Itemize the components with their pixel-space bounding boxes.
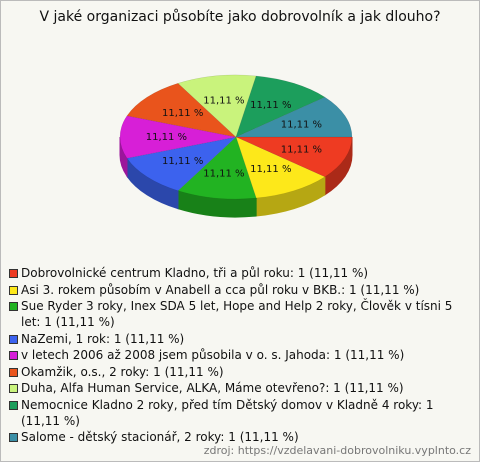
slice bbox=[126, 136, 237, 191]
legend-item: Nemocnice Kladno 2 roky, před tím Dětský… bbox=[9, 397, 471, 429]
legend-item: Salome - dětský stacionář, 2 roky: 1 (11… bbox=[9, 429, 471, 445]
legend-label: Nemocnice Kladno 2 roky, před tím Dětský… bbox=[21, 397, 434, 428]
slice-label: 11,11 % bbox=[203, 169, 244, 180]
legend-label: Duha, Alfa Human Service, ALKA, Máme ote… bbox=[21, 381, 404, 395]
legend-label: NaZemi, 1 rok: 1 (11,11 %) bbox=[21, 331, 185, 346]
legend-swatch bbox=[9, 400, 18, 410]
slice bbox=[177, 136, 257, 200]
chart-title: V jaké organizaci působíte jako dobrovol… bbox=[39, 9, 441, 25]
legend-item: v letech 2006 až 2008 jsem působila v o.… bbox=[9, 347, 471, 363]
slice bbox=[235, 96, 353, 138]
legend-item: Sue Ryder 3 roky, Inex SDA 5 let, Hope a… bbox=[9, 298, 471, 330]
legend: Dobrovolnické centrum Kladno, tři a půl … bbox=[9, 265, 471, 446]
slice bbox=[235, 136, 353, 178]
slice-label: 11,11 % bbox=[250, 164, 291, 175]
slice-label: 11,11 % bbox=[250, 100, 291, 111]
slice-label: 11,11 % bbox=[203, 95, 244, 106]
legend-label: Okamžik, o.s., 2 roky: 1 (11,11 %) bbox=[21, 364, 224, 379]
slice bbox=[235, 75, 326, 138]
source: zdroj: https://vzdelavani-dobrovolniku.v… bbox=[203, 444, 471, 457]
legend-swatch bbox=[9, 351, 18, 360]
legend-swatch bbox=[9, 433, 18, 442]
slice-label: 11,11 % bbox=[281, 119, 322, 130]
legend-label: Sue Ryder 3 roky, Inex SDA 5 let, Hope a… bbox=[21, 299, 453, 329]
legend-item: NaZemi, 1 rok: 1 (11,11 %) bbox=[9, 331, 471, 347]
slice bbox=[235, 136, 326, 199]
slice-label: 11,11 % bbox=[162, 156, 203, 167]
slice bbox=[119, 115, 237, 159]
pie-plot: 11,11 %11,11 %11,11 %11,11 %11,11 %11,11… bbox=[119, 74, 353, 218]
slice-label: 11,11 % bbox=[281, 145, 322, 156]
legend-swatch bbox=[9, 334, 18, 344]
legend-label: Dobrovolnické centrum Kladno, tři a půl … bbox=[21, 266, 369, 280]
slice-label: 11,11 % bbox=[162, 108, 203, 119]
slice-label: 11,11 % bbox=[146, 132, 187, 143]
legend-label: Asi 3. rokem působím v Anabell a cca půl… bbox=[21, 282, 420, 297]
legend-swatch bbox=[9, 269, 18, 278]
legend-item: Dobrovolnické centrum Kladno, tři a půl … bbox=[9, 265, 471, 281]
legend-label: Salome - dětský stacionář, 2 roky: 1 (11… bbox=[21, 430, 299, 444]
legend-item: Duha, Alfa Human Service, ALKA, Máme ote… bbox=[9, 380, 471, 396]
slice bbox=[126, 83, 237, 138]
slice bbox=[177, 74, 257, 138]
legend-swatch bbox=[9, 302, 18, 311]
legend-label: v letech 2006 až 2008 jsem působila v o.… bbox=[21, 348, 405, 362]
legend-item: Asi 3. rokem působím v Anabell a cca půl… bbox=[9, 282, 471, 298]
legend-item: Okamžik, o.s., 2 roky: 1 (11,11 %) bbox=[9, 364, 471, 380]
legend-swatch bbox=[9, 285, 18, 295]
legend-swatch bbox=[9, 384, 18, 393]
legend-swatch bbox=[9, 367, 18, 377]
